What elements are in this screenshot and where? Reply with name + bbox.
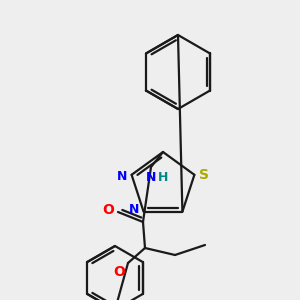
- Text: S: S: [200, 168, 209, 182]
- Text: N: N: [129, 203, 140, 216]
- Text: N: N: [117, 170, 128, 183]
- Text: O: O: [113, 265, 125, 279]
- Text: N: N: [146, 171, 156, 184]
- Text: O: O: [102, 203, 114, 217]
- Text: H: H: [158, 171, 168, 184]
